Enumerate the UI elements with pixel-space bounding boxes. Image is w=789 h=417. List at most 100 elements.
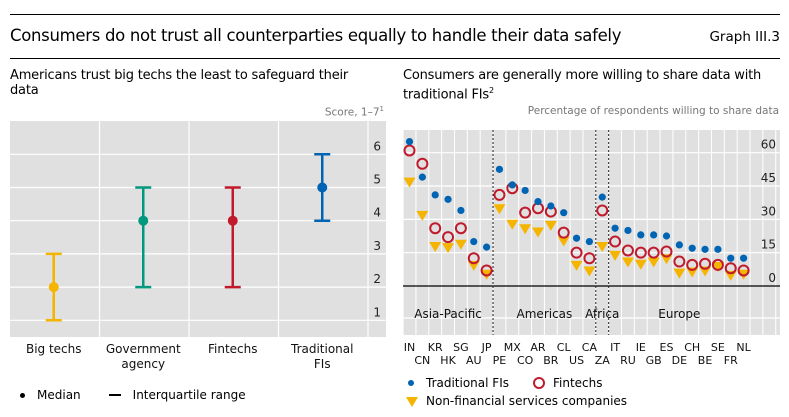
right-title-line2: traditional FIs [403, 87, 489, 103]
traditional-fis-marker [727, 254, 735, 262]
right-ytick-label: 0 [768, 271, 776, 285]
fintechs-marker [621, 244, 634, 257]
left-unit-text: Score, 1–7 [324, 106, 380, 119]
nonfinancial-marker [403, 177, 416, 188]
traditional-fis-marker [547, 202, 555, 210]
traditional-fis-marker [572, 234, 581, 242]
nonfinancial-marker [429, 242, 442, 253]
nonfinancial-legend-label: Non-financial services companies [426, 394, 628, 408]
nonfinancial-marker [634, 259, 647, 270]
right-title-line1: Consumers are generally more willing to … [403, 68, 762, 83]
traditional-fis-marker [405, 137, 414, 146]
traditional-fis-marker [598, 193, 606, 201]
country-label: ES [660, 341, 674, 354]
median-legend-label: Median [37, 388, 81, 402]
left-unit-footnote: 1 [379, 105, 384, 113]
traditional-fis-marker [650, 231, 658, 239]
nonfinancial-marker [621, 257, 634, 268]
country-label: JP [481, 341, 492, 354]
nonfinancial-marker [544, 220, 557, 231]
fintechs-marker [634, 246, 647, 259]
nonfinancial-marker [673, 268, 686, 279]
right-plot-area [403, 130, 780, 335]
fintechs-legend-icon [533, 377, 545, 389]
left-category-label: Traditional [290, 342, 353, 356]
traditional-fis-marker [508, 181, 516, 189]
traditional-fis-marker [675, 241, 683, 249]
left-title-line1: Americans trust big techs the least to s… [10, 68, 349, 83]
country-label: SG [453, 341, 469, 354]
left-category-label: Fintechs [208, 342, 258, 356]
country-label: US [569, 354, 584, 367]
nonfinancial-marker [506, 219, 519, 230]
region-label: Americas [517, 307, 573, 321]
traditional-fis-marker [740, 254, 748, 262]
fintechs-marker [647, 246, 660, 259]
right-ytick-label: 15 [761, 238, 776, 252]
traditional-fis-marker [457, 206, 465, 215]
nonfinancial-marker [596, 242, 609, 253]
median-point [48, 282, 59, 293]
nonfinancial-marker [647, 257, 660, 268]
country-label: IT [610, 341, 620, 354]
traditional-fis-marker [688, 244, 696, 252]
traditional-fis-marker [521, 186, 529, 195]
iqr-legend-label: Interquartile range [132, 388, 246, 402]
left-ytick-label: 6 [373, 139, 381, 153]
fintechs-marker [454, 222, 467, 235]
fintechs-marker [711, 258, 724, 271]
fintechs-marker [737, 264, 750, 277]
nonfinancial-marker [711, 262, 724, 273]
right-ytick-label: 30 [761, 204, 776, 218]
right-chart-title: Consumers are generally more willing to … [403, 68, 761, 102]
right-legend-row2: Non-financial services companies [406, 394, 627, 408]
left-ytick-label: 1 [373, 305, 381, 319]
region-label: Africa [585, 307, 619, 321]
traditional-fis-marker [495, 165, 504, 173]
left-ytick-label: 4 [373, 206, 381, 220]
nonfinancial-marker [442, 243, 455, 254]
traditional-fis-marker [418, 173, 426, 181]
country-label: IE [636, 341, 646, 354]
nonfinancial-marker [570, 260, 583, 271]
country-label: AR [530, 341, 546, 354]
left-ytick-label: 5 [373, 173, 381, 187]
left-unit-label: Score, 1–71 [325, 105, 384, 119]
traditional-fis-marker [714, 245, 722, 253]
traditional-fis-legend-icon [408, 380, 414, 386]
traditional-fis-marker [560, 209, 568, 217]
country-label: CH [684, 341, 700, 354]
fintechs-marker [609, 235, 622, 248]
fintechs-marker [416, 157, 429, 170]
fintechs-marker [570, 246, 583, 259]
right-ytick-label: 60 [761, 138, 776, 152]
country-label: IN [404, 341, 415, 354]
traditional-fis-marker [701, 245, 709, 253]
median-point [317, 182, 328, 193]
fintechs-marker [493, 188, 506, 201]
country-label: DE [672, 354, 687, 367]
traditional-fis-marker [483, 243, 491, 251]
fintechs-marker [519, 206, 532, 219]
left-category-label: Big techs [26, 342, 82, 356]
right-legend-row1: Traditional FIs Fintechs [408, 376, 603, 390]
fintechs-marker [442, 231, 455, 244]
nonfinancial-marker [454, 239, 467, 250]
right-title-line2-wrap: traditional FIs2 [403, 83, 761, 102]
traditional-fis-legend-label: Traditional FIs [426, 376, 509, 390]
median-legend-icon [20, 392, 25, 398]
fintechs-marker [429, 222, 442, 235]
region-label: Europe [658, 307, 700, 321]
fintechs-marker [467, 252, 480, 265]
country-label: BR [543, 354, 559, 367]
region-label: Asia-Pacific [414, 307, 482, 321]
title-rule [10, 58, 780, 59]
country-label: AU [466, 354, 482, 367]
fintechs-legend-label: Fintechs [553, 376, 603, 390]
country-label: CL [557, 341, 572, 354]
nonfinancial-marker [532, 227, 544, 238]
traditional-fis-marker [662, 232, 671, 240]
top-rule [10, 14, 780, 15]
